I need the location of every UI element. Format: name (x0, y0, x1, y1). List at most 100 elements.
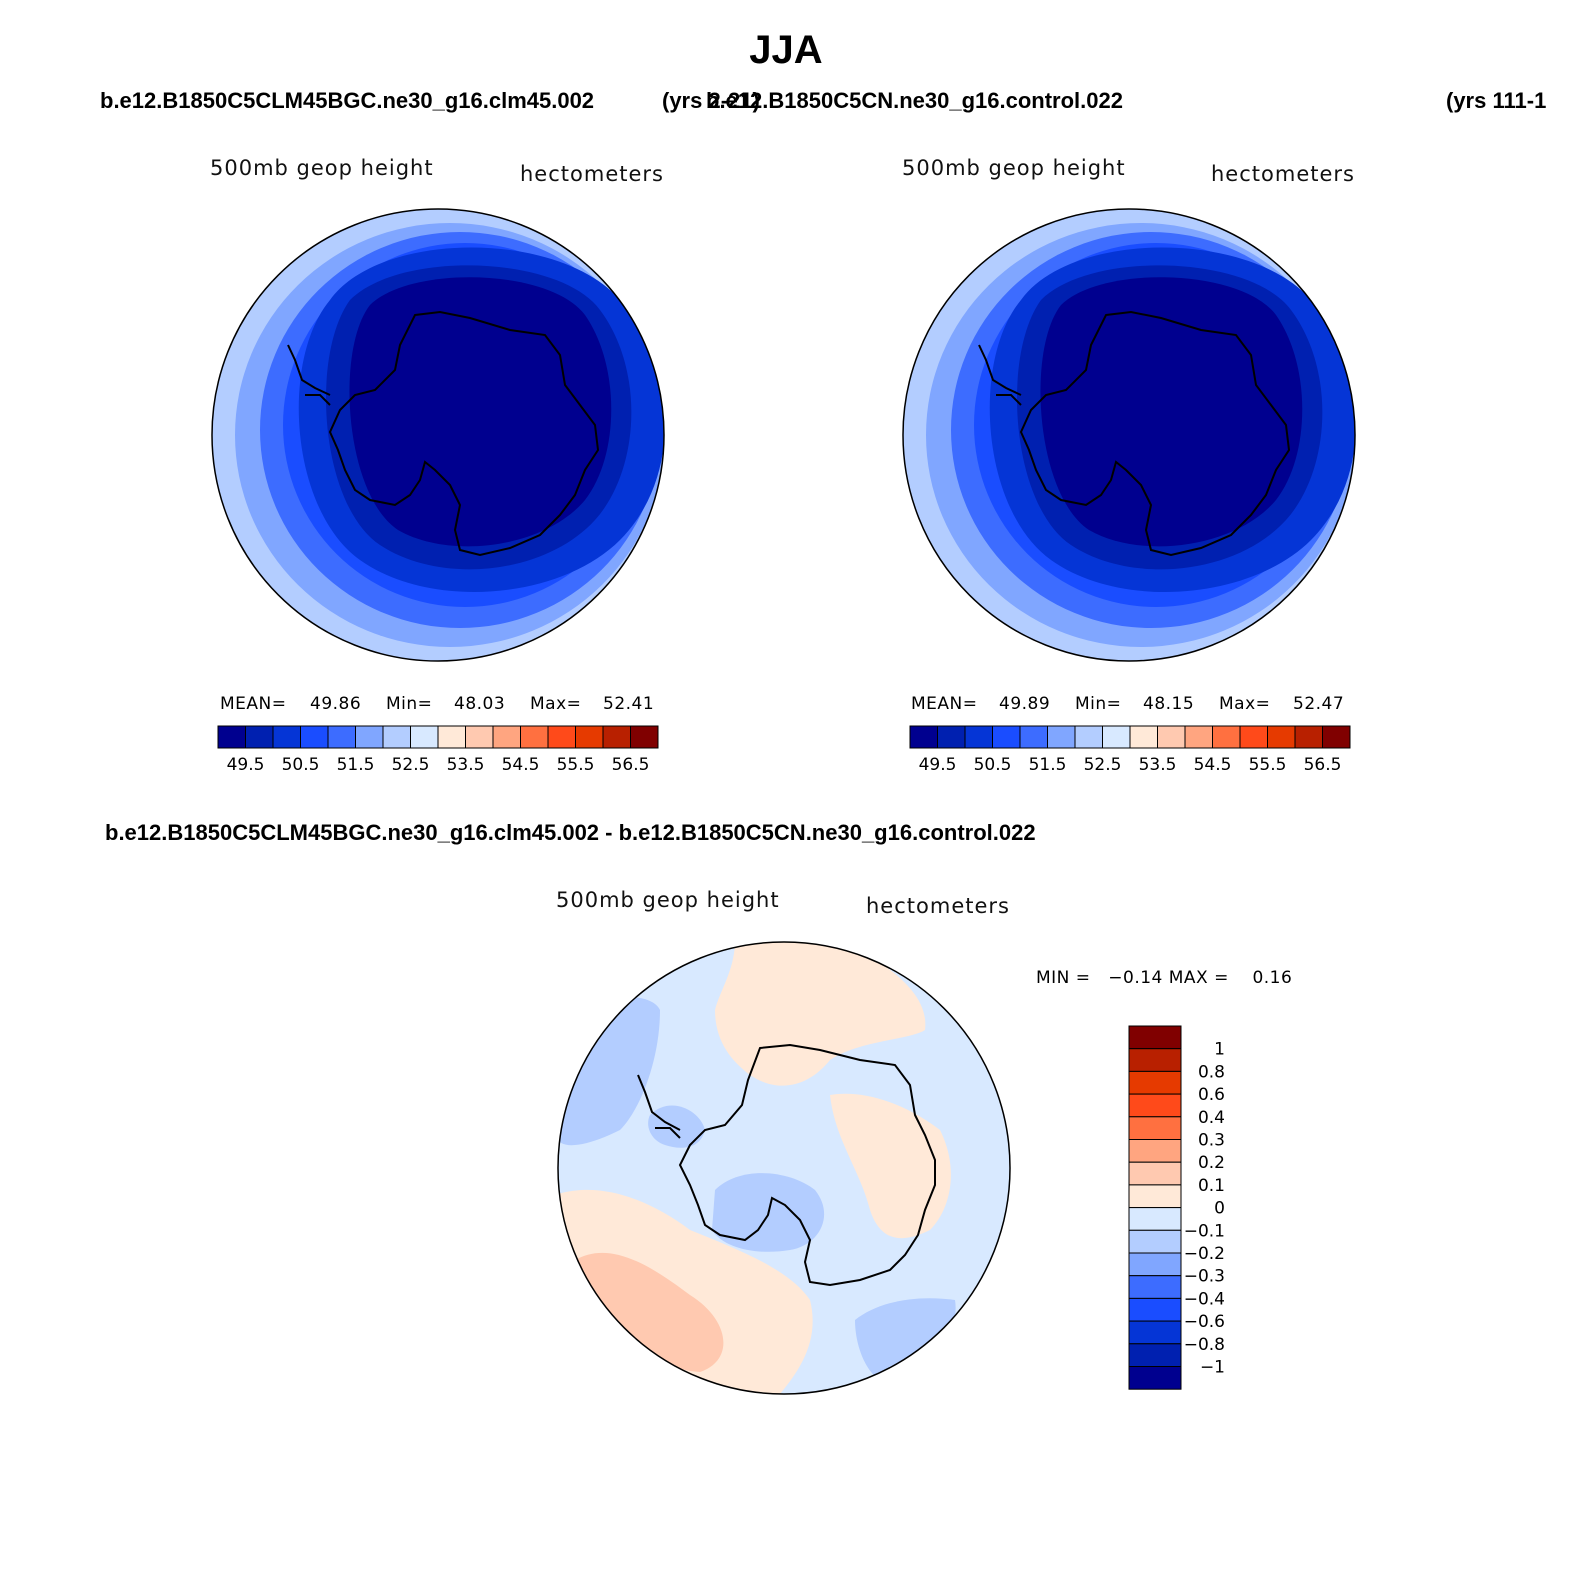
diff-variable-label: 500mb geop height (556, 888, 780, 912)
right-colorbar-box (1294, 725, 1323, 749)
left-mean-value: 49.86 (310, 694, 362, 714)
right-colorbar-box (1184, 725, 1213, 749)
left-colorbar-box (410, 725, 439, 749)
right-colorbar-box (1102, 725, 1131, 749)
diff-colorbar-box (1128, 1139, 1182, 1163)
diff-colorbar-tick-label: −0.1 (1184, 1221, 1225, 1241)
diff-colorbar-tick-label: 0.3 (1198, 1131, 1225, 1151)
diff-colorbar-box (1128, 1275, 1182, 1299)
diff-colorbar-box (1128, 1366, 1182, 1390)
right-mean-label: MEAN= (911, 694, 978, 714)
right-colorbar-box (1019, 725, 1048, 749)
diff-colorbar-tick-label: 0 (1214, 1199, 1225, 1219)
left-map (212, 209, 664, 661)
diff-colorbar-box (1128, 1343, 1182, 1368)
diff-antarctica-coastline (637, 1043, 936, 1287)
diff-colorbar-box (1128, 1048, 1182, 1072)
right-colorbar-box (937, 725, 966, 749)
right-colorbar: 49.5 50.5 51.5 52.5 53.5 54.5 55.5 56.5 (909, 725, 1351, 775)
left-case-years: (yrs 2-21) (662, 88, 760, 113)
diff-colorbar-tick-label: −0.4 (1184, 1289, 1225, 1309)
left-min-label: Min= (386, 694, 433, 714)
left-colorbar-tick-label: 52.5 (392, 755, 430, 775)
right-units-label: hectometers (1211, 162, 1355, 186)
diff-colorbar-box (1128, 1320, 1182, 1345)
left-colorbar-box (575, 725, 604, 749)
left-min-value: 48.03 (454, 694, 506, 714)
diff-colorbar-box (1128, 1252, 1182, 1277)
diff-colorbar-tick-label: −0.6 (1184, 1312, 1225, 1332)
left-colorbar-box (520, 725, 549, 749)
right-variable-label: 500mb geop height (902, 156, 1126, 180)
left-variable-label: 500mb geop height (210, 156, 434, 180)
left-max-label: Max= (530, 694, 582, 714)
left-colorbar-box (492, 725, 521, 749)
left-map-border (211, 208, 665, 662)
left-colorbar-box (245, 725, 274, 749)
left-colorbar-tick-label: 50.5 (282, 755, 320, 775)
diff-colorbar-box (1128, 1184, 1182, 1209)
left-case-name: b.e12.B1850C5CLM45BGC.ne30_g16.clm45.002 (100, 88, 595, 113)
diff-colorbar-box (1128, 1161, 1182, 1186)
diff-map-border (557, 941, 1011, 1395)
left-colorbar-box (602, 725, 631, 749)
left-colorbar-tick-label: 49.5 (227, 755, 265, 775)
page-title: JJA (749, 28, 823, 72)
right-colorbar-tick-label: 52.5 (1084, 755, 1122, 775)
right-colorbar-tick-label: 54.5 (1194, 755, 1232, 775)
diff-colorbar-box (1128, 1229, 1182, 1254)
diff-colorbar-box (1128, 1093, 1182, 1118)
left-colorbar-box (272, 725, 301, 749)
left-antarctica-coastline (287, 310, 600, 557)
diff-colorbar-tick-label: 0.4 (1198, 1108, 1225, 1128)
right-colorbar-tick-label: 51.5 (1029, 755, 1067, 775)
right-map (903, 209, 1355, 661)
diff-colorbar: 10.8 0.6 0.4 0.30.2 0.1 0−0.1 −0.2 −0.3−0.4 −0.6… (1128, 1025, 1225, 1390)
right-colorbar-box (1074, 725, 1103, 749)
diff-colorbar-tick-label: −1 (1200, 1358, 1225, 1378)
left-colorbar-box (355, 725, 384, 749)
right-antarctica-coastline (978, 310, 1291, 557)
left-colorbar-box (300, 725, 329, 749)
left-colorbar-box (327, 725, 356, 749)
right-min-label: Min= (1075, 694, 1122, 714)
left-colorbar-box (437, 725, 466, 749)
right-colorbar-tick-label: 53.5 (1139, 755, 1177, 775)
diff-region-positive-east (830, 1093, 951, 1239)
right-colorbar-box (909, 725, 938, 749)
diff-colorbar-box (1128, 1297, 1182, 1322)
diff-colorbar-box (1128, 1025, 1182, 1050)
left-band-core (349, 277, 612, 547)
right-colorbar-box (1212, 725, 1241, 749)
diff-colorbar-tick-label: 0.2 (1198, 1153, 1225, 1173)
left-colorbar-tick-label: 56.5 (612, 755, 650, 775)
left-units-label: hectometers (520, 162, 664, 186)
right-colorbar-tick-label: 56.5 (1304, 755, 1342, 775)
right-mean-value: 49.89 (999, 694, 1051, 714)
left-colorbar-tick-label: 51.5 (337, 755, 375, 775)
diff-region-negative-se (855, 1298, 956, 1385)
diff-colorbar-box (1128, 1116, 1182, 1141)
left-colorbar-box (217, 725, 246, 749)
right-case-years: (yrs 111-1 (1446, 88, 1547, 113)
diff-colorbar-tick-label: −0.2 (1184, 1244, 1225, 1264)
right-colorbar-box (964, 725, 993, 749)
diff-region-positive-core (575, 1252, 724, 1372)
right-colorbar-box (1157, 725, 1186, 749)
diff-region-positive-top (715, 942, 926, 1086)
left-colorbar-box (465, 725, 494, 749)
right-max-value: 52.47 (1293, 694, 1345, 714)
diff-min-max: MIN = −0.14 MAX = 0.16 (1036, 968, 1293, 988)
right-case-name: b.e12.B1850C5CN.ne30_g16.control.022 (706, 88, 1123, 113)
left-colorbar-box (382, 725, 411, 749)
left-colorbar-tick-label: 55.5 (557, 755, 595, 775)
diff-colorbar-tick-label: −0.3 (1184, 1267, 1225, 1287)
right-colorbar-box (1047, 725, 1076, 749)
diff-title: b.e12.B1850C5CLM45BGC.ne30_g16.clm45.002… (105, 820, 1036, 845)
diff-colorbar-tick-label: 0.6 (1198, 1085, 1225, 1105)
right-map-border (902, 208, 1356, 662)
diff-colorbar-tick-label: 1 (1214, 1040, 1225, 1060)
left-colorbar-tick-label: 54.5 (502, 755, 540, 775)
right-colorbar-box (1129, 725, 1158, 749)
